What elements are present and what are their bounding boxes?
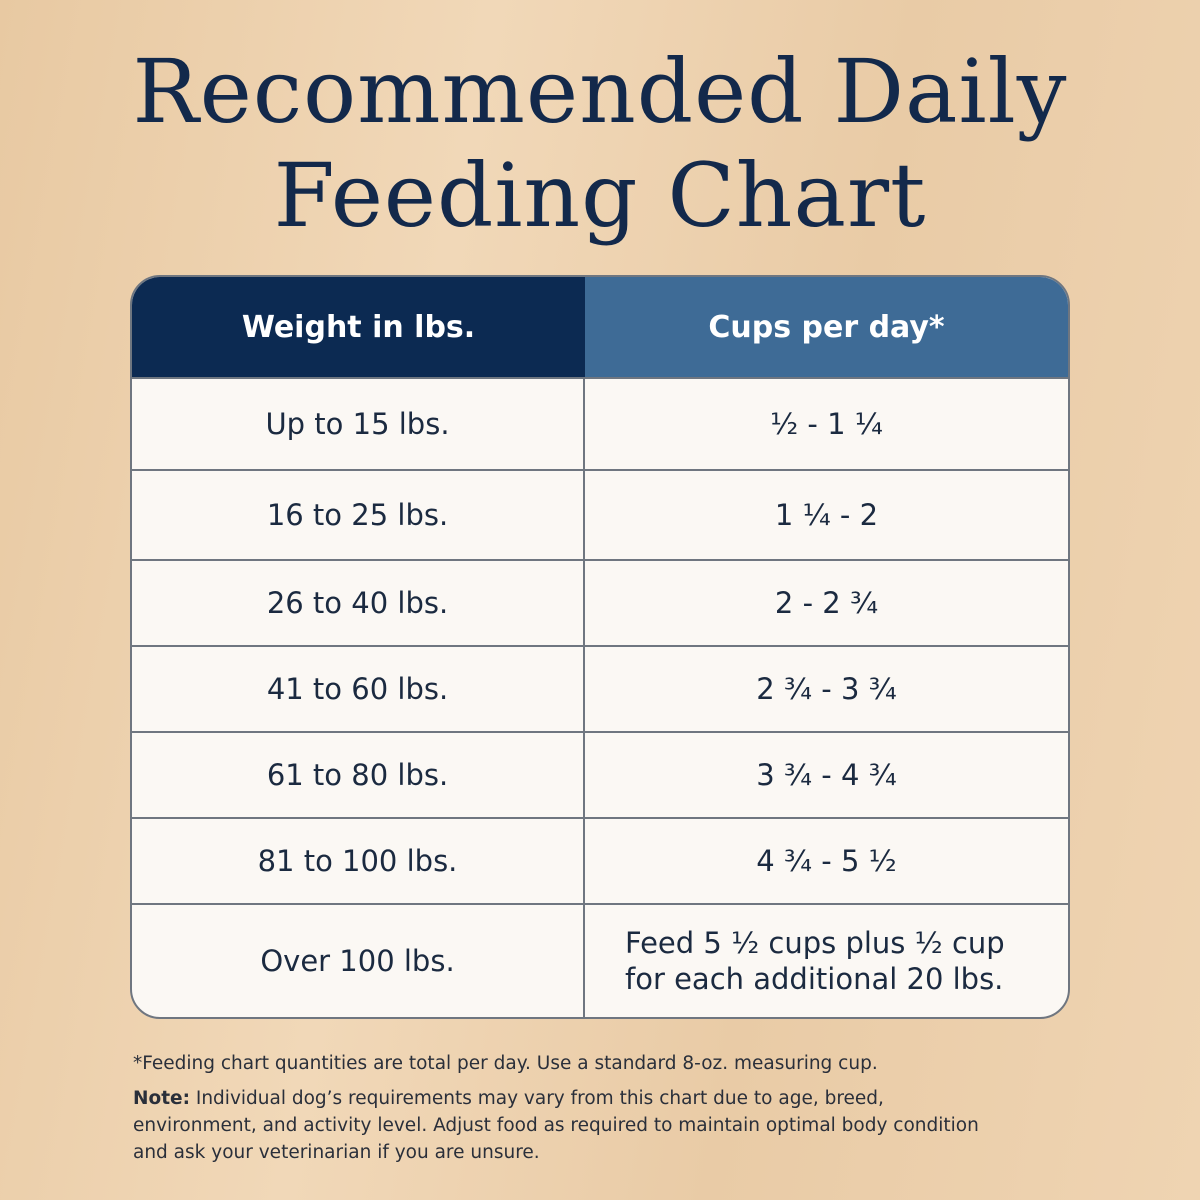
table-cell: 2 - 2 ¾ — [585, 559, 1068, 645]
table-cell: 81 to 100 lbs. — [132, 817, 585, 903]
table-cell: 26 to 40 lbs. — [132, 559, 585, 645]
table-cell: 2 ¾ - 3 ¾ — [585, 645, 1068, 731]
table-cell: 61 to 80 lbs. — [132, 731, 585, 817]
table-row: Up to 15 lbs. ½ - 1 ¼ — [132, 377, 1068, 469]
table-cell: Feed 5 ½ cups plus ½ cup for each additi… — [585, 903, 1068, 1017]
table-row: Over 100 lbs. Feed 5 ½ cups plus ½ cup fo… — [132, 903, 1068, 1017]
table-row: 26 to 40 lbs. 2 - 2 ¾ — [132, 559, 1068, 645]
note-text: Individual dog’s requirements may vary f… — [133, 1088, 979, 1163]
note: Note: Individual dog’s requirements may … — [133, 1085, 993, 1166]
table-row: 41 to 60 lbs. 2 ¾ - 3 ¾ — [132, 645, 1068, 731]
table-row: 61 to 80 lbs. 3 ¾ - 4 ¾ — [132, 731, 1068, 817]
column-header: Weight in lbs. — [132, 277, 585, 377]
title-line: Feeding Chart — [273, 144, 927, 247]
note-label: Note: — [133, 1088, 190, 1109]
table-cell: 16 to 25 lbs. — [132, 469, 585, 559]
table-body: Up to 15 lbs. ½ - 1 ¼ 16 to 25 lbs. 1 ¼ - 2… — [132, 377, 1068, 1017]
table-cell: 3 ¾ - 4 ¾ — [585, 731, 1068, 817]
table-cell: ½ - 1 ¼ — [585, 377, 1068, 469]
table-cell: 1 ¼ - 2 — [585, 469, 1068, 559]
title-line: Recommended Daily — [132, 40, 1068, 143]
table-cell: Up to 15 lbs. — [132, 377, 585, 469]
footnotes: *Feeding chart quantities are total per … — [133, 1050, 993, 1174]
header-row: Weight in lbs. Cups per day* — [132, 277, 1068, 377]
table-cell: Over 100 lbs. — [132, 903, 585, 1017]
feeding-table: Weight in lbs. Cups per day* Up to 15 lbs… — [130, 275, 1070, 1019]
table-row: 16 to 25 lbs. 1 ¼ - 2 — [132, 469, 1068, 559]
table-cell: 41 to 60 lbs. — [132, 645, 585, 731]
title: Recommended Daily Feeding Chart — [0, 40, 1200, 248]
table-row: 81 to 100 lbs. 4 ¾ - 5 ½ — [132, 817, 1068, 903]
column-header: Cups per day* — [585, 277, 1068, 377]
asterisk-note: *Feeding chart quantities are total per … — [133, 1053, 878, 1074]
table-cell: 4 ¾ - 5 ½ — [585, 817, 1068, 903]
